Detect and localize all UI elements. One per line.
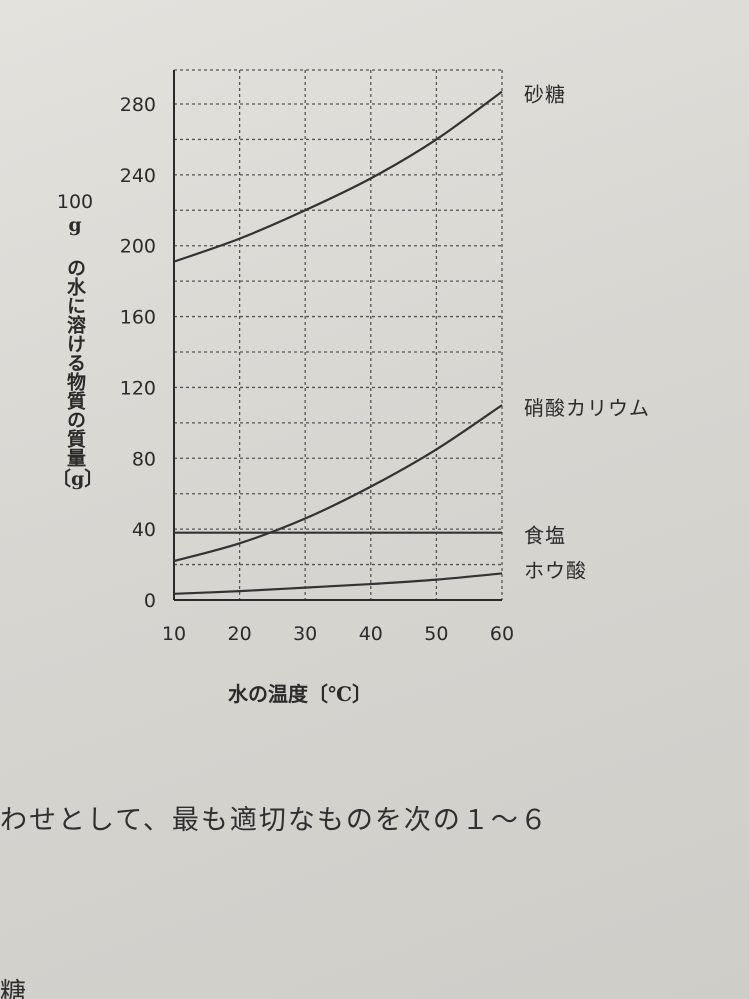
y-tick-label: 0 [144,590,156,612]
x-tick-label: 60 [490,623,514,645]
x-tick-label: 10 [162,623,186,645]
y-axis-label: 100 g の水に溶ける物質の質量 〔g〕 [52,190,104,491]
x-tick-label: 30 [293,623,317,645]
cut-off-text-fragment: 糖 [0,978,27,999]
question-text-line: わせとして、最も適切なものを次の１～６ [0,805,549,836]
y-tick-label: 200 [120,236,156,258]
solubility-chart: 0 40 80 120 160 200 240 280 10 20 30 40 50 60 砂糖硝酸カリウム… [120,69,650,645]
y-tick-label: 160 [120,307,156,329]
series-label-2: 硝酸カリウム [524,396,650,420]
series-line-1 [173,90,503,263]
y-axis-label-text: g の水に溶ける物質の質量 [64,214,86,467]
x-axis-label: 水の温度〔℃〕 [228,682,372,706]
y-tick-label: 80 [132,448,156,470]
y-axis-label-unit: 〔g〕 [52,468,104,490]
series-line-2 [173,404,503,563]
x-tick-label: 20 [228,623,252,645]
series-label-1: 砂糖 [524,83,566,107]
y-tick-label: 280 [120,94,156,116]
y-tick-label: 240 [120,165,156,187]
x-tick-label: 50 [424,623,448,645]
series-line-4 [173,572,503,595]
y-axis-label-number: 100 [56,191,94,213]
x-tick-label: 40 [359,623,383,645]
y-tick-label: 40 [132,519,156,541]
series-label-4: ホウ酸 [524,558,587,582]
series-label-3: 食塩 [524,524,566,548]
y-tick-label: 120 [120,377,156,399]
